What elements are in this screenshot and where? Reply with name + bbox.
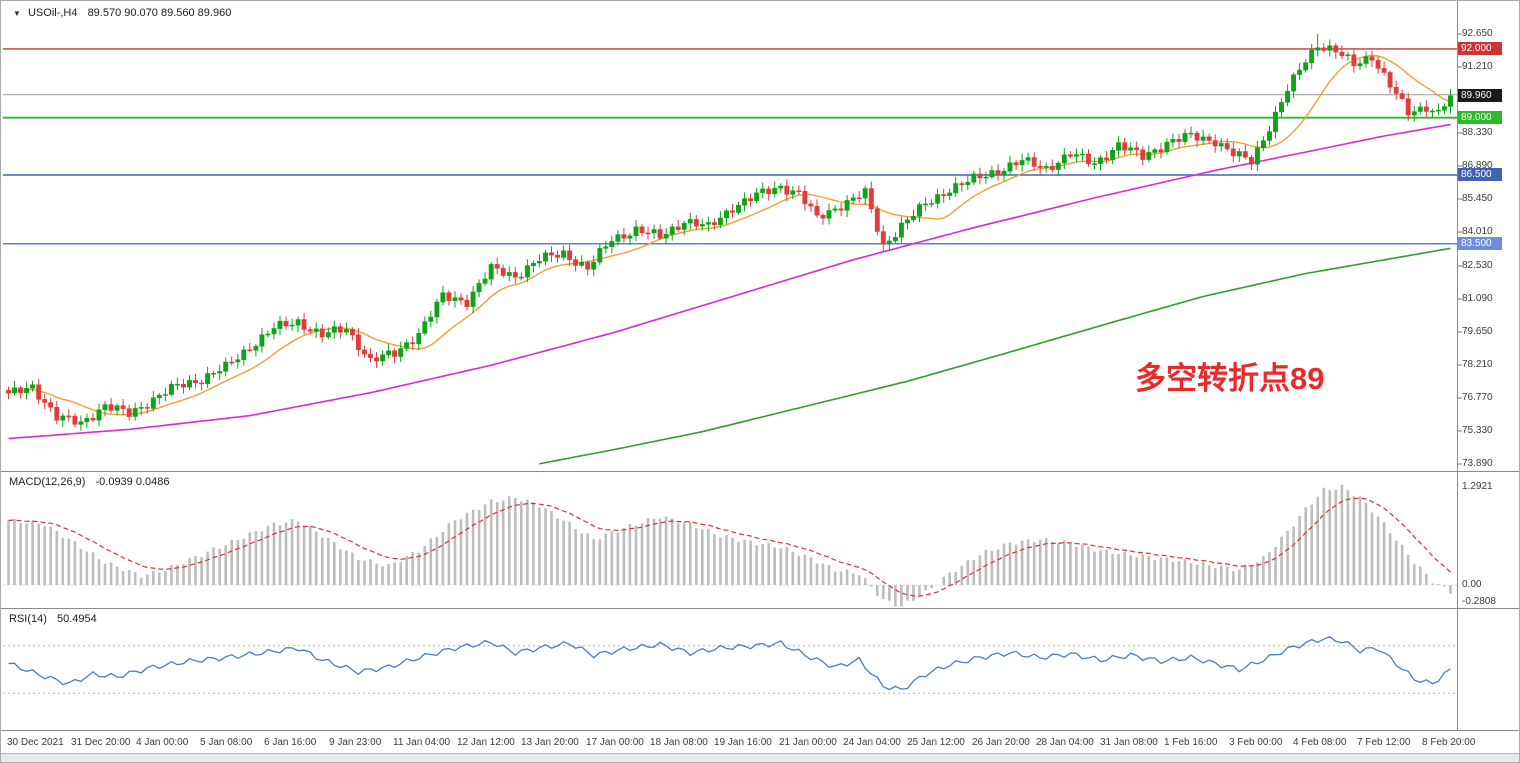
price-tick-label: 91.210 [1462,61,1493,72]
price-tick-label: 73.890 [1462,458,1493,469]
time-axis-label: 12 Jan 12:00 [457,737,515,748]
macd-histogram [3,484,1457,607]
rsi-header: RSI(14) 50.4954 [9,613,97,625]
price-tick-label: 85.450 [1462,193,1493,204]
price-tick-label: 92.650 [1462,28,1493,39]
time-axis-label: 3 Feb 00:00 [1229,737,1283,748]
time-axis-label: 30 Dec 2021 [7,737,64,748]
time-axis-label: 5 Jan 08:00 [200,737,253,748]
macd-label: MACD(12,26,9) [9,476,86,488]
time-axis-label: 6 Jan 16:00 [264,737,317,748]
rsi-levels [3,645,1457,694]
chart-annotation-text[interactable]: 多空转折点89 [1135,361,1325,396]
time-axis-label: 4 Jan 00:00 [136,737,189,748]
time-axis-label: 17 Jan 00:00 [586,737,644,748]
ma-mid-line [8,123,1451,440]
time-axis-label: 28 Jan 04:00 [1036,737,1094,748]
time-axis-label: 31 Jan 08:00 [1100,737,1158,748]
time-axis-label: 11 Jan 04:00 [393,737,451,748]
chart-header: ▼ USOil-,H4 89.570 90.070 89.560 89.960 [13,7,231,19]
price-tick-label: 86.890 [1462,160,1493,171]
macd-signal-line [8,497,1451,597]
price-badge: 89.000 [1458,111,1502,124]
price-axis[interactable]: 92.65091.21089.77088.33086.89085.45084.0… [1458,1,1519,730]
time-axis-label: 18 Jan 08:00 [650,737,708,748]
ma-fast-line [8,54,1451,416]
time-axis-label: 26 Jan 20:00 [972,737,1030,748]
symbol-dropdown-icon[interactable]: ▼ [13,9,21,18]
time-axis-label: 1 Feb 16:00 [1164,737,1218,748]
time-axis-label: 21 Jan 00:00 [779,737,837,748]
rsi-line [8,636,1451,691]
rsi-label: RSI(14) [9,613,47,625]
price-tick-label: 76.770 [1462,392,1493,403]
price-tick-label: 81.090 [1462,293,1493,304]
price-badge: 86.500 [1458,168,1502,181]
macd-header: MACD(12,26,9) -0.0939 0.0486 [9,476,170,488]
macd-axis-label: -0.2808 [1462,596,1496,607]
time-axis-label: 19 Jan 16:00 [714,737,772,748]
price-badge: 92.000 [1458,42,1502,55]
chart-ohlc-values: 89.570 90.070 89.560 89.960 [87,7,232,19]
time-axis-label: 31 Dec 20:00 [71,737,131,748]
price-tick-label: 79.650 [1462,326,1493,337]
time-axis-label: 25 Jan 12:00 [907,737,965,748]
ma-slow-line [539,247,1451,465]
time-axis-label: 7 Feb 12:00 [1357,737,1411,748]
price-tick-label: 84.010 [1462,226,1493,237]
horizontal-lines-layer [3,48,1457,245]
time-axis-label: 9 Jan 23:00 [329,737,382,748]
price-tick-label: 78.210 [1462,359,1493,370]
candles-layer [6,34,1453,431]
time-axis-label: 13 Jan 20:00 [521,737,579,748]
panel-separators [1,1,1519,731]
price-tick-label: 75.330 [1462,425,1493,436]
price-tick-label: 88.330 [1462,127,1493,138]
time-axis[interactable]: 30 Dec 2021 31 Dec 20:00 4 Jan 00:00 5 Jan … [1,731,1519,753]
chart-symbol-label: USOil-,H4 [27,7,78,19]
price-tick-label: 82.530 [1462,260,1493,271]
price-badge: 83.500 [1458,237,1502,250]
rsi-value: 50.4954 [56,613,97,625]
macd-axis-label: 0.00 [1462,579,1482,590]
macd-axis-label: 1.2921 [1462,481,1493,492]
time-axis-label: 24 Jan 04:00 [843,737,901,748]
time-axis-label: 4 Feb 08:00 [1293,737,1347,748]
window-bottom-strip [1,753,1519,762]
price-badge: 89.960 [1458,89,1502,102]
time-axis-label: 8 Feb 20:00 [1422,737,1476,748]
macd-values: -0.0939 0.0486 [95,476,170,488]
